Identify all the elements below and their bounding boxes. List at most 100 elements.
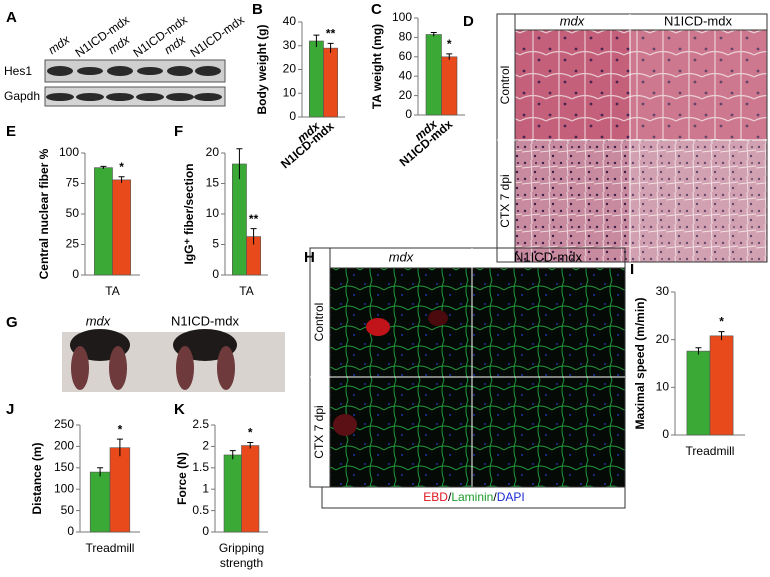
y-tick-label: 0 [72, 267, 79, 281]
error-bar [718, 331, 725, 341]
bar [309, 40, 324, 118]
fluorescence-image [330, 268, 472, 377]
y-tick-label: 80 [399, 30, 413, 44]
bar [709, 335, 734, 436]
error-bar [229, 450, 236, 460]
panel-label: C [371, 1, 382, 18]
column-header: N1ICD-mdx [171, 313, 239, 328]
y-axis-label: Distance (m) [30, 442, 44, 514]
bar [441, 56, 458, 116]
y-tick-label: 1 [202, 481, 209, 495]
y-tick-label: 10 [656, 380, 670, 394]
histology-image [630, 140, 767, 262]
row-label: Gapdh [4, 89, 40, 103]
y-tick-label: 20 [399, 88, 413, 102]
y-tick-label: 2 [202, 439, 209, 453]
error-bar [116, 438, 123, 457]
significance: * [119, 160, 124, 174]
y-tick-label: 150 [54, 460, 74, 474]
panel-d: D mdx N1ICD-mdx Control CTX 7 dpi [463, 13, 768, 263]
significance: * [719, 315, 724, 329]
y-tick-label: 0 [289, 109, 296, 123]
y-tick-label: 250 [54, 417, 74, 431]
y-tick-label: 20 [283, 62, 297, 76]
bar [323, 47, 338, 118]
y-tick-label: 25 [66, 237, 80, 251]
column-header: N1ICD-mdx [664, 13, 732, 28]
x-axis-label: Treadmill [86, 541, 135, 555]
bar [241, 445, 260, 533]
caption-part: DAPI [497, 490, 525, 504]
column-header: mdx [86, 313, 111, 328]
y-tick-label: 5 [212, 237, 219, 251]
panel-label: G [6, 314, 18, 331]
blot [44, 86, 226, 107]
ebd-signal [366, 318, 390, 336]
y-tick-label: 100 [392, 10, 412, 24]
fluorescence-image [472, 377, 625, 487]
row-label: CTX 7 dpi [498, 174, 512, 227]
y-tick-label: 75 [66, 176, 80, 190]
panel-label: A [6, 9, 17, 26]
bar [232, 163, 247, 276]
caption-part: Laminin [451, 490, 493, 504]
y-tick-label: 10 [283, 85, 297, 99]
x-axis-label: Gripping [219, 541, 264, 555]
histology-image [515, 30, 630, 140]
panel-label: F [174, 123, 183, 140]
y-axis-label: Maximal speed (m/min) [633, 297, 647, 429]
y-tick-label: 50 [66, 206, 80, 220]
y-tick-label: 40 [283, 14, 297, 28]
x-axis-label: TA [239, 284, 253, 298]
blot [44, 59, 226, 83]
error-bar [236, 148, 243, 180]
y-tick-label: 0 [67, 524, 74, 538]
y-tick-label: 100 [54, 481, 74, 495]
panel-a: A mdx N1ICD-mdx mdx N1ICD-mdx mdx N1ICD-… [4, 9, 247, 107]
panel-label: K [174, 401, 185, 418]
y-tick-label: 1.5 [192, 460, 209, 474]
error-bar [313, 34, 320, 47]
error-bar [247, 442, 254, 449]
y-tick-label: 0.5 [192, 503, 209, 517]
panel-label: J [6, 401, 14, 418]
y-tick-label: 0 [202, 524, 209, 538]
y-tick-label: 30 [283, 38, 297, 52]
x-axis-label: Treadmill [686, 444, 735, 458]
ebd-signal [333, 414, 357, 436]
bar [109, 447, 131, 533]
y-tick-label: 0 [405, 107, 412, 121]
row-label: Control [498, 66, 512, 105]
panel-label: I [630, 261, 634, 278]
significance: * [248, 426, 253, 440]
y-axis-label: IgG⁺ fiber/section [182, 163, 196, 264]
bar [89, 471, 111, 533]
column-header: mdx [560, 13, 585, 28]
histology-image [515, 140, 630, 262]
significance: ** [249, 212, 259, 226]
y-tick-label: 60 [399, 49, 413, 63]
y-tick-label: 50 [61, 503, 75, 517]
y-axis-label: Force (N) [175, 452, 189, 505]
lane-label: mdx [46, 32, 73, 57]
error-bar [695, 347, 702, 355]
panel-label: D [463, 13, 474, 30]
x-axis-label: strength [220, 556, 263, 570]
y-tick-label: 0 [662, 427, 669, 441]
fluorescence-image [472, 268, 625, 377]
caption-part: EBD [423, 490, 448, 504]
bar [223, 454, 242, 533]
row-label: CTX 7 dpi [312, 405, 326, 458]
y-tick-label: 20 [656, 332, 670, 346]
y-tick-label: 20 [206, 145, 220, 159]
bar [112, 179, 131, 276]
error-bar [430, 32, 437, 37]
error-bar [250, 228, 257, 245]
row-label: Control [312, 303, 326, 342]
y-axis-label: Central nuclear fiber % [37, 148, 51, 279]
row-label: Hes1 [4, 64, 32, 78]
error-bar [100, 165, 107, 169]
column-header: N1ICD-mdx [514, 249, 582, 264]
y-tick-label: 2.5 [192, 417, 209, 431]
mice [70, 329, 237, 390]
